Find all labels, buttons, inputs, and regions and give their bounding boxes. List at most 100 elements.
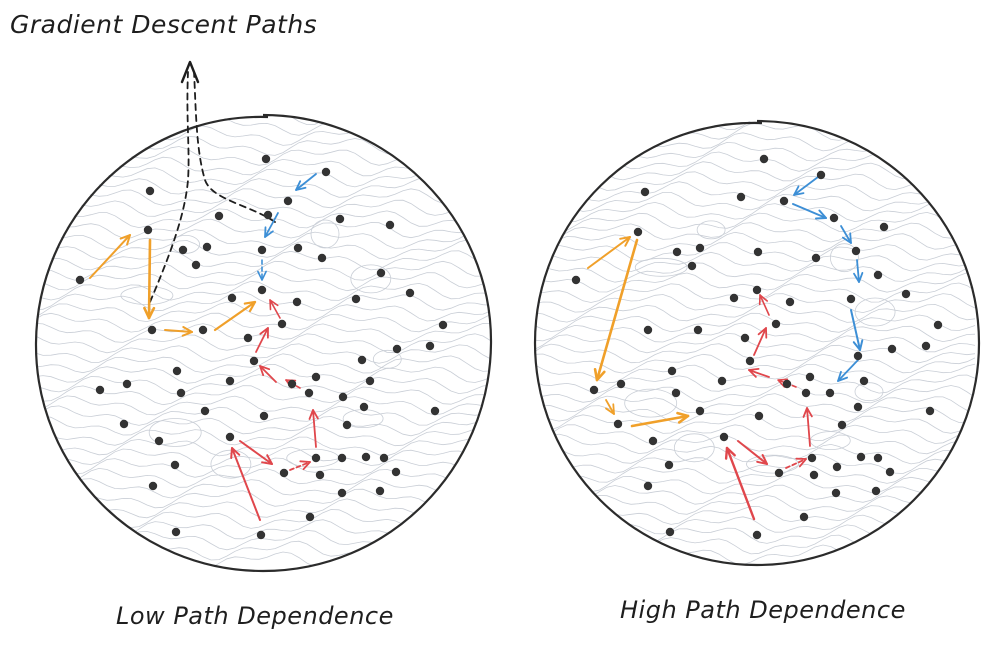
contour-line xyxy=(535,171,976,192)
gradient-arrowhead xyxy=(259,365,271,377)
gradient-step-arrow xyxy=(748,369,770,378)
contour-line xyxy=(35,508,491,529)
parameter-point xyxy=(785,297,795,307)
contour-line xyxy=(535,403,976,424)
parameter-point xyxy=(178,245,188,255)
parameter-point xyxy=(392,344,402,354)
contour-line xyxy=(35,250,491,271)
gradient-arrowhead xyxy=(308,409,319,420)
gradient-arrowhead xyxy=(842,232,852,244)
parameter-point xyxy=(405,288,415,298)
gradient-arrowhead xyxy=(230,447,241,459)
contour-line xyxy=(35,218,491,239)
contour-ring xyxy=(310,219,340,249)
parameter-point xyxy=(277,319,287,329)
parameter-point xyxy=(391,467,401,477)
parameter-point xyxy=(643,481,653,491)
parameter-point xyxy=(122,379,132,389)
parameter-point xyxy=(837,420,847,430)
parameter-point xyxy=(225,376,235,386)
parameter-point xyxy=(667,366,677,376)
gradient-arrowhead xyxy=(299,460,311,471)
parameter-point xyxy=(665,527,675,537)
contour-ring xyxy=(746,454,799,474)
gradient-step-arrow xyxy=(806,407,811,447)
parameter-point xyxy=(293,243,303,253)
parameter-point xyxy=(243,333,253,343)
contour-line xyxy=(35,322,491,343)
contour-line xyxy=(535,473,976,495)
contour-line xyxy=(35,385,491,406)
contour-ring xyxy=(634,257,688,277)
parameter-point xyxy=(263,210,273,220)
gradient-arrowhead xyxy=(269,299,279,311)
gradient-step-arrow xyxy=(269,299,281,319)
contour-line xyxy=(535,393,976,414)
parameter-point xyxy=(853,402,863,412)
contour-line xyxy=(535,302,976,323)
parameter-point xyxy=(214,211,224,221)
contour-line xyxy=(35,188,491,209)
contour-line xyxy=(535,494,976,515)
contour-ring xyxy=(148,418,202,447)
gradient-step-arrow xyxy=(737,440,768,465)
parameter-point xyxy=(885,467,895,477)
contour-line xyxy=(35,146,491,167)
parameter-point xyxy=(871,486,881,496)
contour-ring xyxy=(854,297,896,327)
parameter-point xyxy=(425,341,435,351)
contour-line xyxy=(35,229,491,250)
parameter-point xyxy=(811,253,821,263)
gradient-step-arrow xyxy=(840,225,852,244)
contour-line xyxy=(35,208,491,229)
gradient-arrowhead xyxy=(264,226,274,238)
parameter-point xyxy=(375,486,385,496)
parameter-point xyxy=(249,356,259,366)
parameter-point xyxy=(671,388,681,398)
parameter-point xyxy=(305,512,315,522)
contour-line xyxy=(535,453,976,474)
contour-line xyxy=(535,544,976,565)
gradient-step-arrow xyxy=(255,327,269,353)
contour-line xyxy=(535,131,976,152)
parameter-point xyxy=(315,470,325,480)
parameter-point xyxy=(376,268,386,278)
contour-line xyxy=(535,433,976,455)
parameter-point xyxy=(887,344,897,354)
gradient-arrowhead xyxy=(837,370,848,382)
contour-line xyxy=(35,488,491,509)
contour-line xyxy=(535,231,976,253)
contour-ring xyxy=(624,388,678,418)
parameter-point xyxy=(846,294,856,304)
parameter-point xyxy=(317,253,327,263)
parameter-point xyxy=(687,261,697,271)
parameter-point xyxy=(851,246,861,256)
parameter-point xyxy=(170,460,180,470)
contour-line xyxy=(535,191,976,212)
parameter-point xyxy=(643,325,653,335)
parameter-point xyxy=(829,213,839,223)
parameter-point xyxy=(816,170,826,180)
parameter-point xyxy=(809,470,819,480)
parameter-point xyxy=(321,167,331,177)
contour-line xyxy=(535,282,976,303)
parameter-point xyxy=(753,247,763,257)
gradient-arrowhead xyxy=(257,270,267,281)
contour-line xyxy=(35,550,491,571)
gradient-step-arrow xyxy=(312,409,317,448)
parameter-point xyxy=(719,432,729,442)
contour-ring xyxy=(372,349,402,369)
parameter-point xyxy=(589,385,599,395)
parameter-point xyxy=(304,388,314,398)
gradient-arrowhead xyxy=(724,446,736,460)
parameter-point xyxy=(202,242,212,252)
parameter-point xyxy=(805,372,815,382)
parameter-point xyxy=(853,351,863,361)
parameter-point xyxy=(154,436,164,446)
parameter-point xyxy=(365,376,375,386)
contour-ring xyxy=(854,382,884,402)
parameter-point xyxy=(359,402,369,412)
gradient-arrowhead xyxy=(605,403,615,415)
contour-line xyxy=(35,415,491,437)
